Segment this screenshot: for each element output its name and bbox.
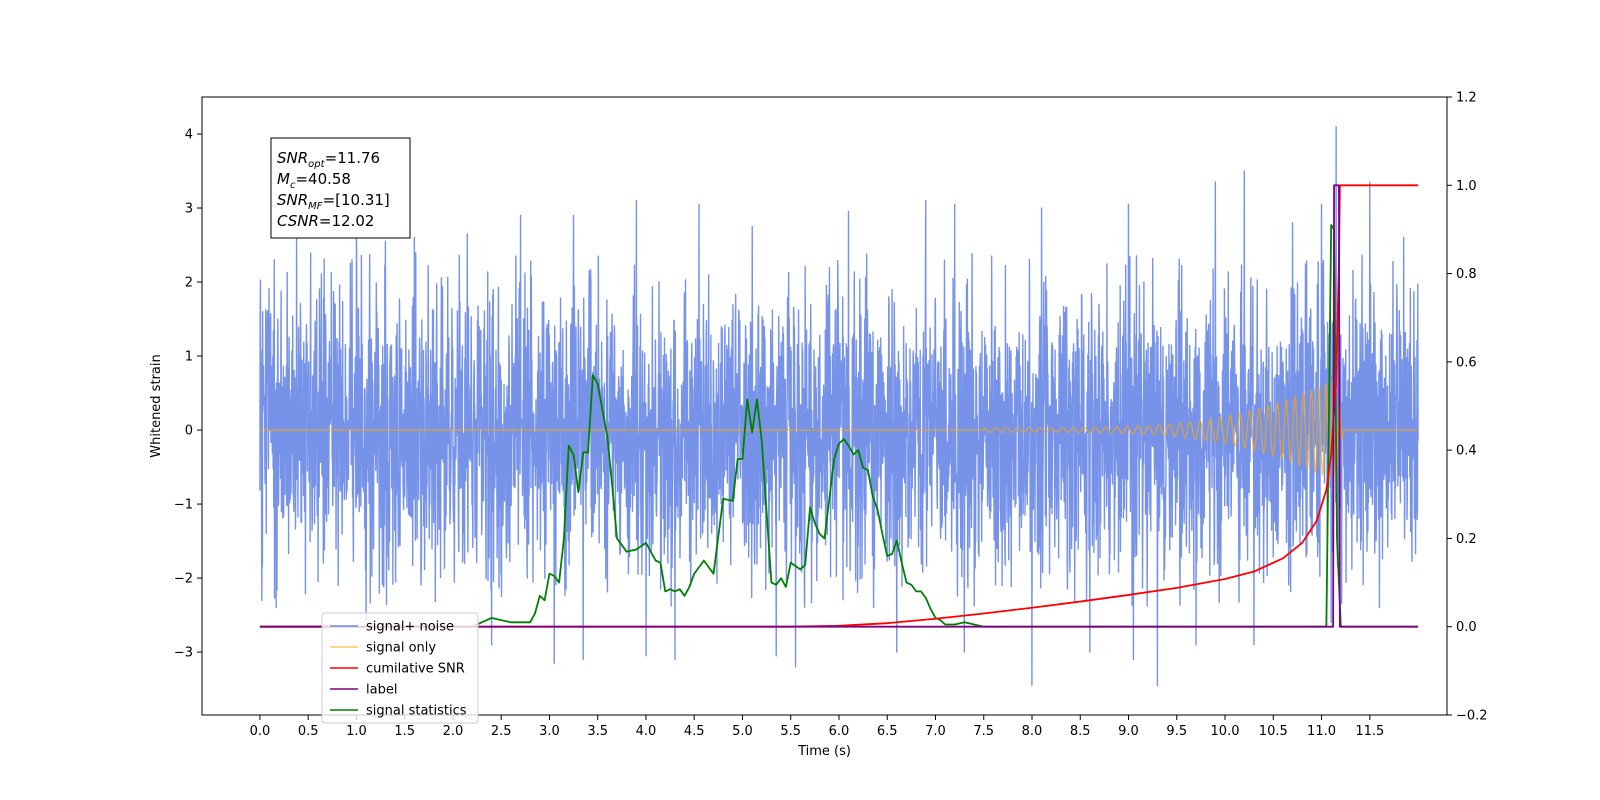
y-tick-label: 3 [185,202,193,217]
y-tick-label: −3 [174,646,193,661]
y-tick-label: 0 [185,424,193,439]
y2-tick-label: 0.4 [1456,444,1477,459]
annotation-symbol: M [277,170,290,188]
x-tick-label: 10.0 [1211,724,1240,739]
x-tick-label: 4.0 [636,724,657,739]
x-tick-label: 8.0 [1022,724,1043,739]
plot-series [259,184,1419,628]
annotation-box: SNRopt=11.76 Mc=40.58 SNRMF=[10.31] CSNR… [270,137,411,239]
x-tick-label: 9.0 [1118,724,1139,739]
tick-marks [197,96,1452,720]
x-tick-label: 0.0 [250,724,271,739]
legend-label-label: label [366,683,397,698]
annotation-value: =[10.31] [323,191,390,209]
y-axis-label: Whitened strain [149,354,164,457]
y2-tick-label: 1.0 [1456,179,1477,194]
x-tick-label: 5.0 [732,724,753,739]
x-tick-label: 2.5 [491,724,512,739]
x-tick-label: 3.0 [539,724,560,739]
y2-tick-label: −0.2 [1456,709,1488,724]
annotation-snr-mf: SNRMF=[10.31] [277,191,390,212]
y2-tick-label: 0.0 [1456,620,1477,635]
annotation-value: =40.58 [295,170,351,188]
x-tick-label: 11.0 [1307,724,1336,739]
series-signal-noise [259,125,1419,687]
legend-label-cumulative-snr: cumilative SNR [366,662,465,677]
x-tick-label: 1.5 [394,724,415,739]
y-tick-label: −1 [174,498,193,513]
x-tick-label: 6.0 [829,724,850,739]
x-tick-label: 7.0 [925,724,946,739]
annotation-csnr: CSNR=12.02 [277,212,374,230]
y-tick-label: 1 [185,350,193,365]
y-tick-label: −2 [174,572,193,587]
signal-only-line [259,379,1419,482]
x-axis-label: Time (s) [797,744,851,759]
y2-tick-label: 0.6 [1456,355,1477,370]
signal-statistics-line [259,224,1419,628]
annotation-chirp-mass: Mc=40.58 [277,170,351,191]
legend-label-signal-noise: signal+ noise [366,620,454,635]
annotation-symbol: CSNR [277,212,319,230]
x-tick-label: 2.0 [443,724,464,739]
x-tick-label: 0.5 [298,724,319,739]
y-tick-label: 2 [185,276,193,291]
plot-frame [201,96,1448,716]
x-tick-label: 6.5 [877,724,898,739]
annotation-subscript: MF [308,201,323,212]
annotation-symbol: SNR [277,191,308,209]
annotation-value: =12.02 [319,212,375,230]
x-tick-label: 11.5 [1355,724,1384,739]
axes [201,96,1448,716]
legend-label-signal-statistics: signal statistics [366,704,467,719]
annotation-frame [270,137,411,239]
noise-line [259,125,1419,687]
x-tick-label: 7.5 [973,724,994,739]
x-tick-label: 4.5 [684,724,705,739]
legend-frame [321,612,479,724]
annotation-value: =11.76 [325,149,381,167]
y2-tick-label: 0.8 [1456,267,1477,282]
annotation-snr-opt: SNRopt=11.76 [277,149,380,170]
annotation-subscript: opt [308,159,325,170]
legend-label-signal-only: signal only [366,641,436,656]
y2-tick-label: 0.2 [1456,532,1477,547]
legend: signal+ noise signal only cumilative SNR… [321,612,479,724]
y-tick-label: 4 [185,128,193,143]
annotation-symbol: SNR [277,149,308,167]
x-tick-label: 10.5 [1259,724,1288,739]
annotation-subscript: c [290,180,296,191]
x-tick-label: 3.5 [587,724,608,739]
y2-tick-label: 1.2 [1456,91,1477,106]
x-tick-label: 8.5 [1070,724,1091,739]
x-tick-label: 9.5 [1166,724,1187,739]
x-tick-label: 1.0 [346,724,367,739]
x-tick-label: 5.5 [780,724,801,739]
label-line [259,184,1419,628]
